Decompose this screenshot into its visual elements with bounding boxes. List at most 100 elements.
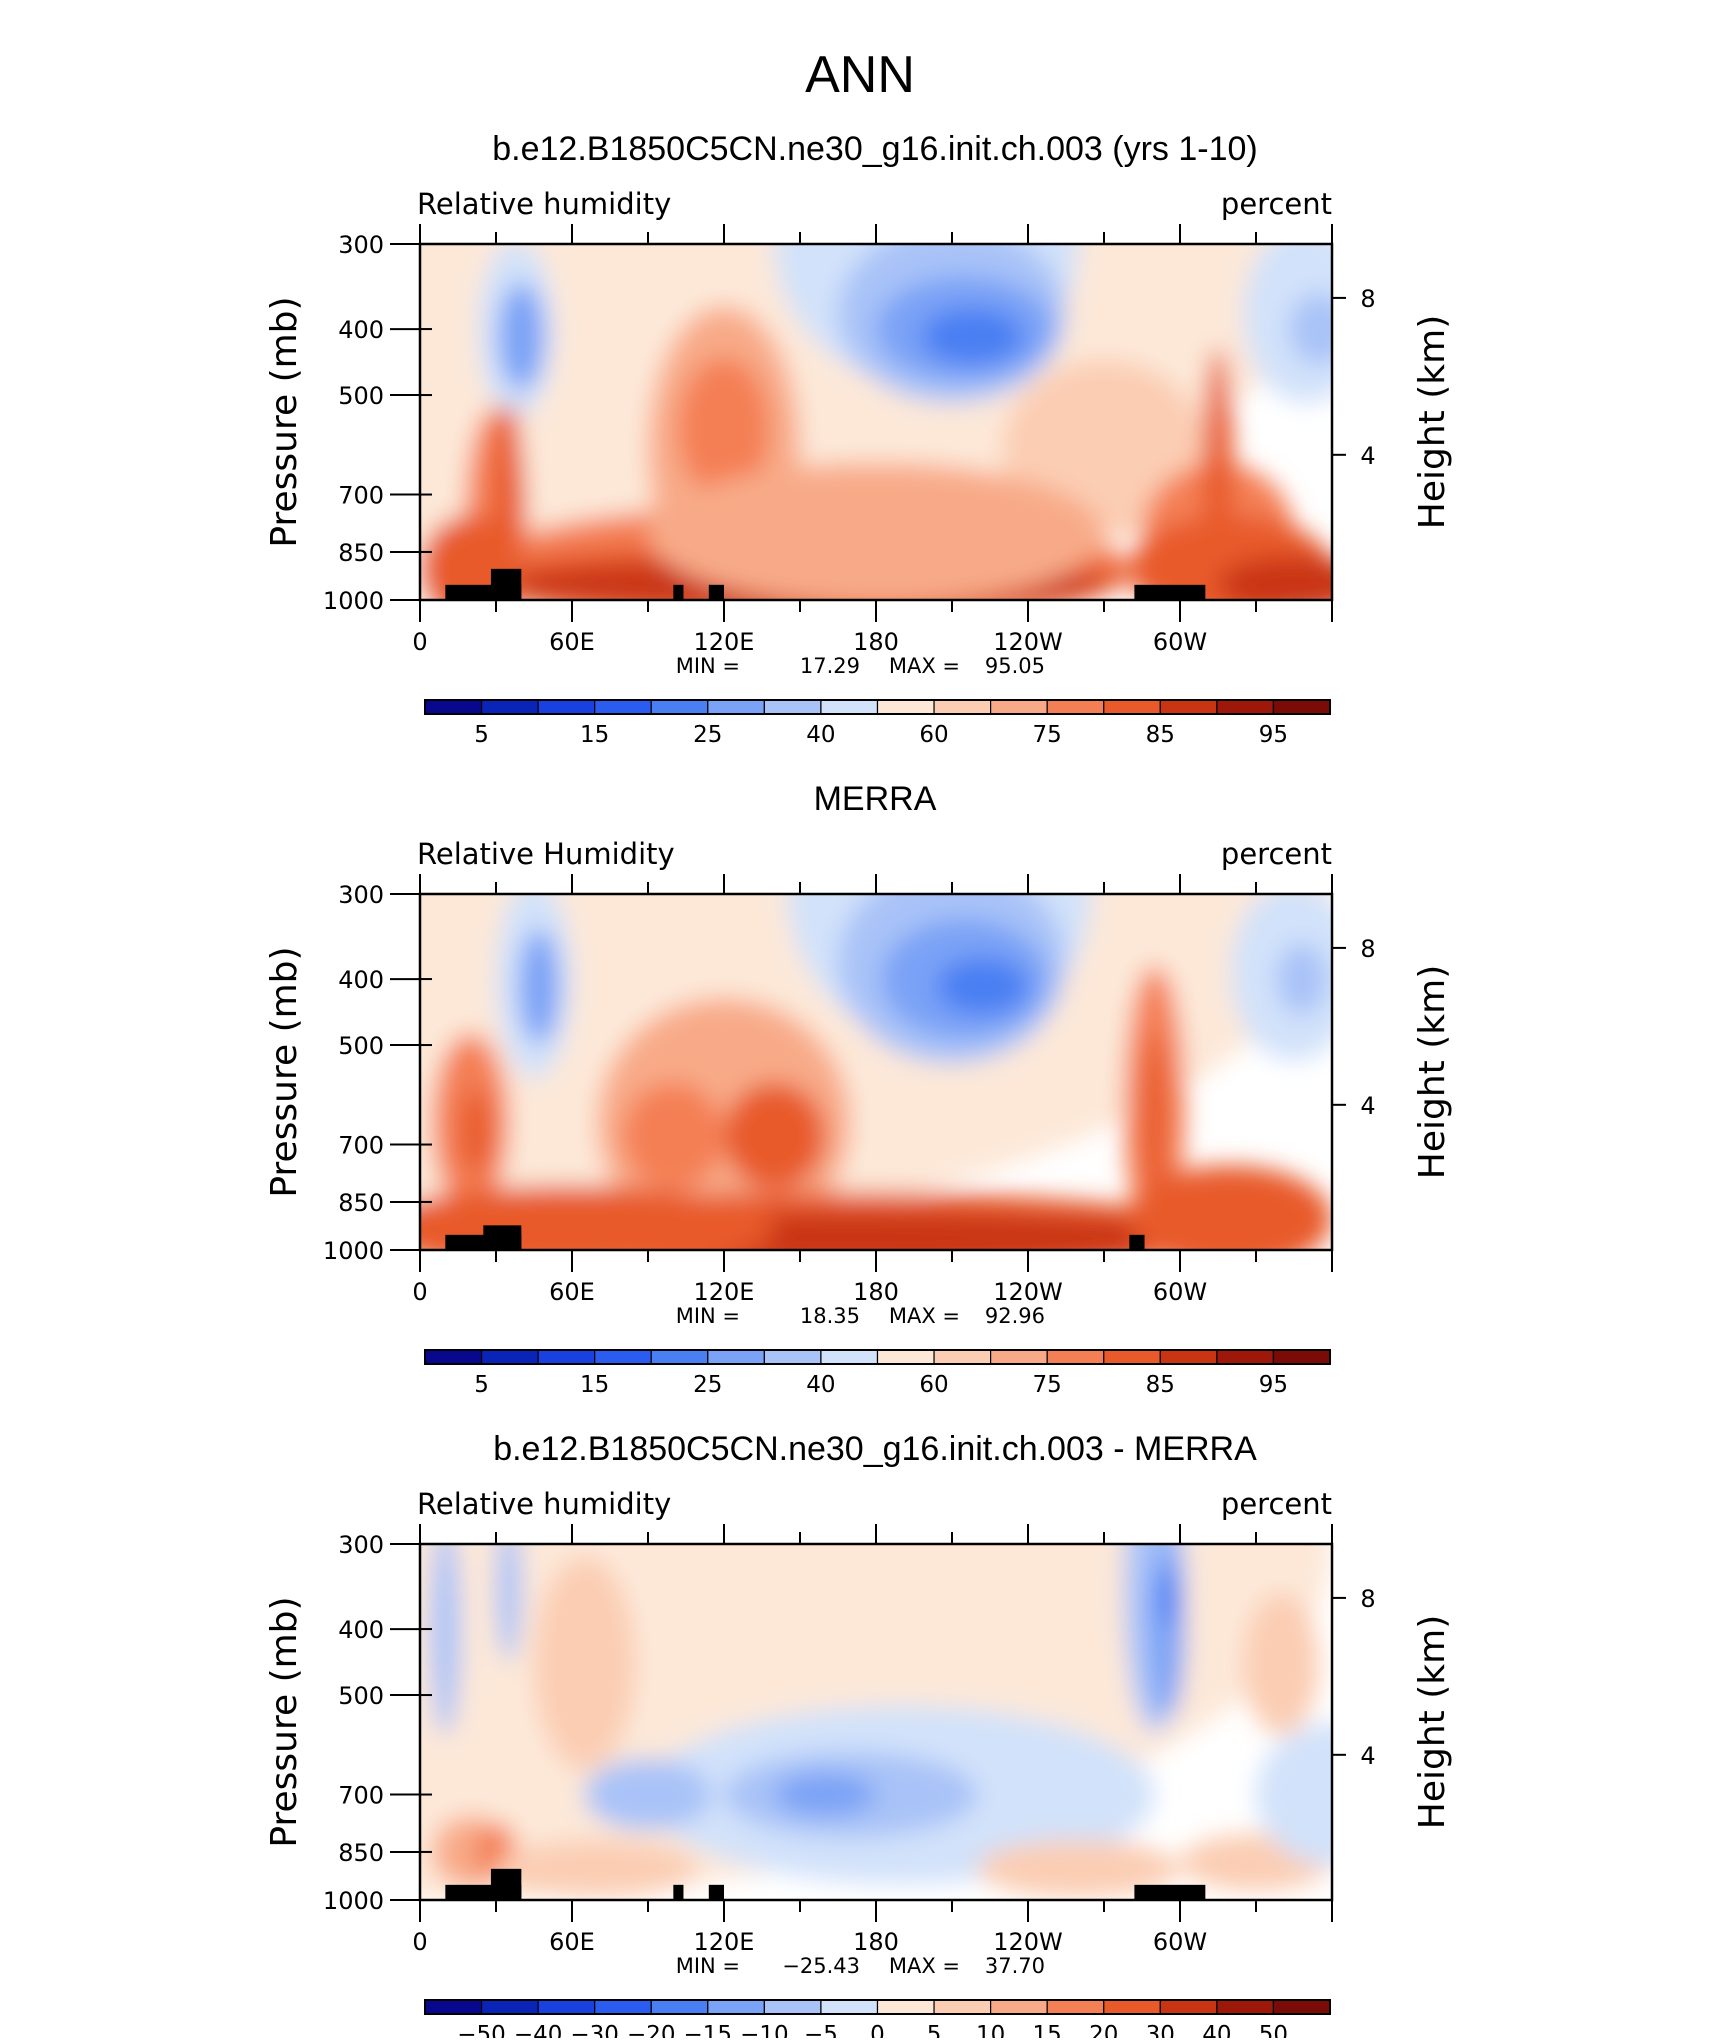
stat-min-value: 18.35 [800,1304,860,1328]
colorbar-label: 50 [1259,2022,1288,2038]
terrain-block [490,568,522,600]
units-label: percent [1221,1487,1332,1521]
contour-region [678,357,770,500]
contour-region [1256,1723,1332,1866]
panel-title: b.e12.B1850C5CN.ne30_g16.init.ch.003 - M… [493,1430,1257,1468]
ytick-label: 1000 [323,1237,384,1265]
colorbar-label: −10 [740,2022,789,2038]
colorbar-swatch [537,699,596,715]
ylabel-right: Height (km) [1412,315,1453,529]
terrain-block [708,1884,724,1900]
contour-region [1276,943,1327,1015]
colorbar-label: 25 [693,722,722,748]
contour-layer [420,244,1332,600]
terrain-block [673,584,684,600]
chart-panel-3: b.e12.B1850C5CN.ne30_g16.init.ch.003 - M… [264,1430,1453,2043]
colorbar-label: 85 [1146,1372,1175,1398]
terrain-block [708,584,724,600]
colorbar-swatch [1272,699,1331,715]
colorbar-swatch [707,1349,765,1365]
colorbar-swatch [1103,1999,1161,2015]
colorbar-swatch [1046,1999,1105,2015]
xtick-label: 60E [549,1928,595,1956]
colorbar-frame [424,1999,1331,2015]
colorbar-swatch [763,699,822,715]
ytick-label: 400 [338,316,384,344]
colorbar-label: 25 [693,1372,722,1398]
contour-field [420,244,1332,600]
contour-region [622,1082,724,1190]
xtick-label: 120E [694,1278,755,1306]
contour-region [1288,293,1332,365]
contour-region [1142,1033,1168,1212]
colorbar-swatch [1103,699,1161,715]
colorbar-swatch [990,1999,1048,2015]
units-label: percent [1221,187,1332,221]
colorbar-label: 85 [1146,722,1175,748]
xtick-label: 180 [853,1928,899,1956]
xtick-label: 120E [694,628,755,656]
colorbar-label: 15 [580,1372,609,1398]
terrain-block [1134,584,1206,600]
colorbar-swatch [990,1349,1048,1365]
colorbar-swatch [1103,1349,1161,1365]
xtick-label: 0 [412,1278,427,1306]
colorbar-label: −20 [627,2022,676,2038]
panel-title: MERRA [814,780,937,818]
colorbar-swatch [480,1999,539,2015]
colorbar-swatch [820,1349,879,1365]
colorbar-swatch [424,1349,483,1365]
stat-max-label: MAX = [889,654,960,678]
xtick-label: 60E [549,628,595,656]
stat-max-value: 95.05 [985,654,1045,678]
colorbar-label: 15 [1033,2022,1062,2038]
colorbar-label: 40 [806,1372,835,1398]
colorbar-label: 30 [1146,2022,1175,2038]
terrain-block [490,1868,522,1900]
colorbar-swatch [650,1349,709,1365]
stat-min-value: −25.43 [782,1954,860,1978]
contour-region [1243,1592,1320,1736]
colorbar-swatch [1216,699,1275,715]
colorbar-label: 40 [806,722,835,748]
colorbar-label: 75 [1033,1372,1062,1398]
colorbar-swatch [480,699,539,715]
ylabel: Pressure (mb) [264,1596,305,1847]
xtick-label: 120E [694,1928,755,1956]
contour-region [774,1773,876,1816]
ytick-label: 400 [338,1616,384,1644]
colorbar-swatch [1046,1349,1105,1365]
colorbar-swatch [763,1999,822,2015]
colorbar-swatch [990,699,1048,715]
colorbar-swatch [1159,699,1218,715]
colorbar-swatch [1159,1349,1218,1365]
colorbar-swatch [707,699,765,715]
colorbar-swatch [933,699,992,715]
colorbar-swatch [424,1999,483,2015]
colorbar-frame [424,699,1331,715]
colorbar-label: −50 [457,2022,506,2038]
terrain-block [1129,1234,1145,1250]
contour-region [1157,1569,1178,1627]
units-label: percent [1221,837,1332,871]
contour-region [936,957,1028,1015]
xtick-label: 180 [853,1278,899,1306]
stat-max-value: 37.70 [985,1954,1045,1978]
ytick-label: 1000 [323,587,384,615]
colorbar-swatch [650,699,709,715]
stat-min-value: 17.29 [800,654,860,678]
colorbar-swatch [537,1999,596,2015]
colorbar-label: 60 [919,1372,948,1398]
contour-region [496,1544,522,1661]
colorbar-label: 5 [474,722,489,748]
contour-field [420,1544,1332,1900]
colorbar-swatch [933,1999,992,2015]
colorbar-label: 95 [1259,722,1288,748]
ytick-right-label: 8 [1360,285,1375,313]
xtick-label: 180 [853,628,899,656]
ytick-label: 850 [338,1839,384,1867]
colorbar-frame [424,1349,1331,1365]
